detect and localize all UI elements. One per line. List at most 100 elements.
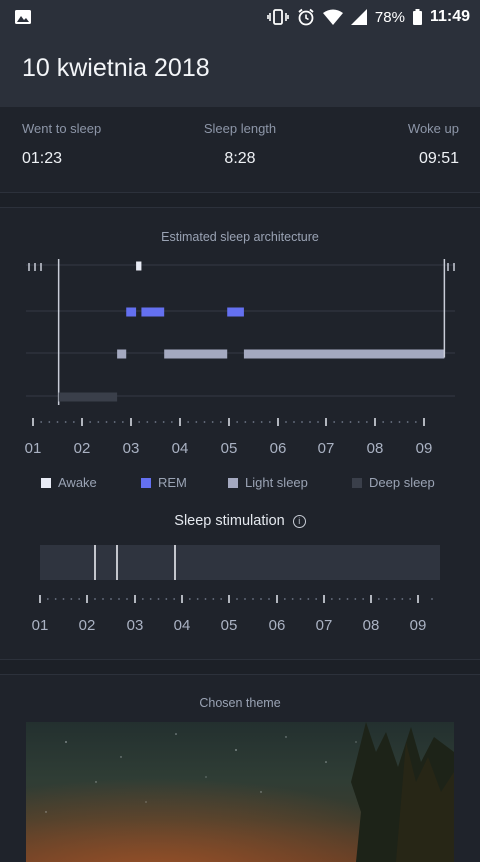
- hour-label: 09: [410, 617, 427, 634]
- minor-tick: [102, 598, 104, 600]
- minor-tick: [244, 598, 246, 600]
- minor-tick: [346, 598, 349, 600]
- theme-caption: Chosen theme: [199, 696, 281, 710]
- minor-tick: [390, 421, 393, 423]
- rem-swatch: [141, 477, 151, 488]
- minor-tick: [54, 598, 57, 600]
- theme-image[interactable]: [26, 722, 454, 862]
- minor-tick: [211, 421, 214, 423]
- sleep-length-value: 8:28: [224, 150, 256, 167]
- sleep-length-label: Sleep length: [203, 121, 277, 136]
- minor-tick: [78, 598, 81, 600]
- hour-label: 01: [25, 440, 42, 457]
- light-swatch: [228, 477, 238, 488]
- minor-tick: [89, 421, 92, 423]
- minor-tick: [382, 421, 385, 423]
- section-divider: [0, 660, 480, 675]
- woke-up-label: Woke up: [407, 121, 459, 136]
- legend-rem: REM: [141, 475, 187, 490]
- legend-rem-label: REM: [158, 475, 187, 490]
- minor-tick: [173, 598, 176, 600]
- clock: 11:49: [429, 8, 470, 25]
- hour-label: 06: [269, 617, 286, 634]
- hour-label: 06: [270, 440, 287, 457]
- minor-tick: [165, 598, 168, 600]
- minor-tick: [157, 598, 160, 600]
- hour-label: 05: [221, 617, 238, 634]
- minor-tick: [149, 598, 152, 600]
- minor-tick: [113, 421, 116, 423]
- sleep-length-stat: Sleep length 8:28: [0, 121, 480, 168]
- went-to-sleep-stat: Went to sleep 01:23: [22, 121, 101, 168]
- info-icon[interactable]: i: [292, 515, 306, 528]
- stage-segment-light-sleep: [243, 349, 445, 359]
- minor-tick: [315, 598, 318, 600]
- stimulation-track: [40, 545, 440, 580]
- minor-tick: [268, 421, 271, 423]
- minor-tick: [291, 598, 294, 600]
- minor-tick: [362, 598, 365, 600]
- alarm-icon: [298, 8, 314, 26]
- hour-label: 05: [221, 440, 238, 457]
- hour-label: 03: [127, 617, 144, 634]
- minor-tick: [146, 421, 149, 423]
- minor-tick: [204, 598, 207, 600]
- minor-tick: [357, 421, 360, 423]
- stimulation-title-text: Sleep stimulation: [174, 513, 285, 529]
- hour-label: 03: [123, 440, 140, 457]
- minor-tick: [252, 421, 255, 423]
- minor-tick: [268, 598, 270, 600]
- minor-tick: [56, 421, 59, 423]
- minor-tick: [121, 421, 124, 423]
- minor-tick: [431, 598, 433, 600]
- minor-tick: [398, 421, 401, 423]
- went-to-sleep-value: 01:23: [22, 150, 63, 167]
- minor-tick: [62, 598, 65, 600]
- minor-tick: [333, 421, 336, 423]
- wifi-icon: [322, 9, 343, 25]
- minor-tick: [219, 421, 222, 423]
- hour-label: 07: [316, 617, 333, 634]
- stage-segment-light-sleep: [164, 349, 228, 359]
- legend-awake: Awake: [41, 475, 97, 490]
- woke-up-stat: Woke up 09:51: [408, 121, 459, 168]
- awake-swatch: [41, 477, 51, 488]
- hour-label: 04: [172, 440, 189, 457]
- minor-tick: [377, 598, 380, 600]
- stage-segment-awake: [136, 261, 142, 271]
- minor-tick: [70, 598, 73, 600]
- minor-tick: [341, 421, 344, 423]
- battery-icon: [412, 9, 422, 25]
- minor-tick: [385, 598, 388, 600]
- chosen-theme-card: Chosen theme: [0, 675, 480, 862]
- minor-tick: [349, 421, 352, 423]
- minor-tick: [48, 421, 51, 423]
- minor-tick: [72, 421, 75, 423]
- minor-tick: [414, 421, 417, 423]
- minor-tick: [307, 598, 310, 600]
- sleep-stats: Went to sleep 01:23 Sleep length 8:28 Wo…: [0, 107, 480, 193]
- chart-legend: Awake REM Light sleep Deep sleep: [0, 475, 480, 491]
- stage-segment-rem: [141, 307, 165, 317]
- stage-segment-light-sleep: [117, 349, 127, 359]
- hour-label: 08: [363, 617, 380, 634]
- minor-tick: [141, 598, 144, 600]
- minor-tick: [338, 598, 341, 600]
- vibrate-icon: [267, 9, 289, 25]
- minor-tick: [97, 421, 100, 423]
- deep-swatch: [352, 477, 362, 488]
- minor-tick: [64, 421, 67, 423]
- minor-tick: [188, 598, 191, 600]
- woke-up-value: 09:51: [418, 150, 459, 167]
- image-icon: [15, 10, 31, 24]
- minor-tick: [40, 421, 43, 423]
- minor-tick: [187, 421, 190, 423]
- minor-tick: [283, 598, 286, 600]
- hour-label: 01: [32, 617, 49, 634]
- section-divider: [0, 193, 480, 208]
- architecture-caption: Estimated sleep architecture: [161, 230, 319, 244]
- minor-tick: [401, 598, 404, 600]
- stage-segment-rem: [126, 307, 137, 317]
- battery-percent: 78%: [374, 8, 405, 26]
- sleep-architecture-card: Estimated sleep architecture 01 02 03 04 05 0…: [0, 208, 480, 660]
